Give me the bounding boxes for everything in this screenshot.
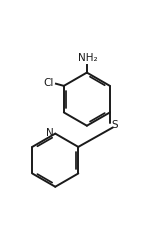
Text: NH₂: NH₂ <box>78 53 97 63</box>
Text: Cl: Cl <box>43 78 54 88</box>
Text: N: N <box>46 128 54 138</box>
Text: S: S <box>111 120 118 130</box>
